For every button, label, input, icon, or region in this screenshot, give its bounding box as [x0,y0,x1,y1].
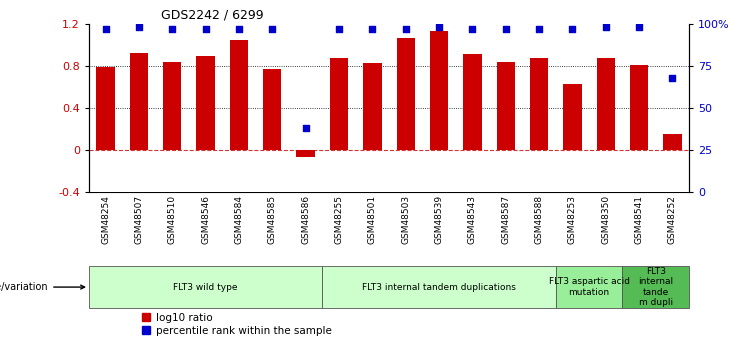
Point [199,27,212,32]
Text: GDS2242 / 6299: GDS2242 / 6299 [161,9,264,22]
Text: genotype/variation: genotype/variation [0,282,84,292]
Bar [530,58,548,150]
Text: GSM48350: GSM48350 [601,195,611,244]
FancyBboxPatch shape [89,266,322,308]
Bar [163,62,182,150]
Bar [196,56,215,150]
Text: GSM48252: GSM48252 [668,195,677,244]
Point [299,125,312,131]
Text: GSM48588: GSM48588 [534,195,544,244]
Point [533,27,545,32]
Point [499,27,511,32]
Point [400,27,412,32]
Bar [363,63,382,150]
Bar [496,62,515,150]
Point [566,27,578,32]
Bar [630,65,648,150]
FancyBboxPatch shape [556,266,622,308]
FancyBboxPatch shape [622,266,689,308]
Bar [330,58,348,150]
Text: GSM48255: GSM48255 [334,195,344,244]
Text: FLT3 wild type: FLT3 wild type [173,283,238,292]
Bar [563,84,582,150]
Point [333,27,345,32]
Bar [296,150,315,157]
FancyBboxPatch shape [322,266,556,308]
Text: GSM48501: GSM48501 [368,195,377,244]
Bar [230,40,248,150]
Point [433,25,445,30]
Text: GSM48507: GSM48507 [134,195,144,244]
Bar [96,67,115,150]
Text: GSM48587: GSM48587 [501,195,511,244]
Bar [463,55,482,150]
Bar [263,69,282,150]
Text: GSM48546: GSM48546 [201,195,210,244]
Point [233,27,245,32]
Text: GSM48586: GSM48586 [301,195,310,244]
Text: GSM48510: GSM48510 [167,195,177,244]
Bar [130,53,148,150]
Point [633,25,645,30]
Text: GSM48543: GSM48543 [468,195,477,244]
Bar [396,38,415,150]
Bar [597,58,615,150]
Point [667,75,679,80]
Text: GSM48253: GSM48253 [568,195,577,244]
Point [99,27,111,32]
Text: GSM48503: GSM48503 [401,195,411,244]
Text: GSM48254: GSM48254 [101,195,110,244]
Text: GSM48541: GSM48541 [634,195,644,244]
Point [133,25,145,30]
Text: GSM48585: GSM48585 [268,195,277,244]
Point [466,27,478,32]
Text: GSM48539: GSM48539 [434,195,444,244]
Point [599,25,611,30]
Text: FLT3
internal
tande
m dupli: FLT3 internal tande m dupli [638,267,674,307]
Text: GSM48584: GSM48584 [234,195,244,244]
Text: FLT3 internal tandem duplications: FLT3 internal tandem duplications [362,283,516,292]
Point [366,27,378,32]
Bar [430,31,448,150]
Point [267,27,279,32]
Point [166,27,178,32]
Bar [663,134,682,150]
Text: FLT3 aspartic acid
mutation: FLT3 aspartic acid mutation [548,277,630,297]
Legend: log10 ratio, percentile rank within the sample: log10 ratio, percentile rank within the … [142,313,331,336]
